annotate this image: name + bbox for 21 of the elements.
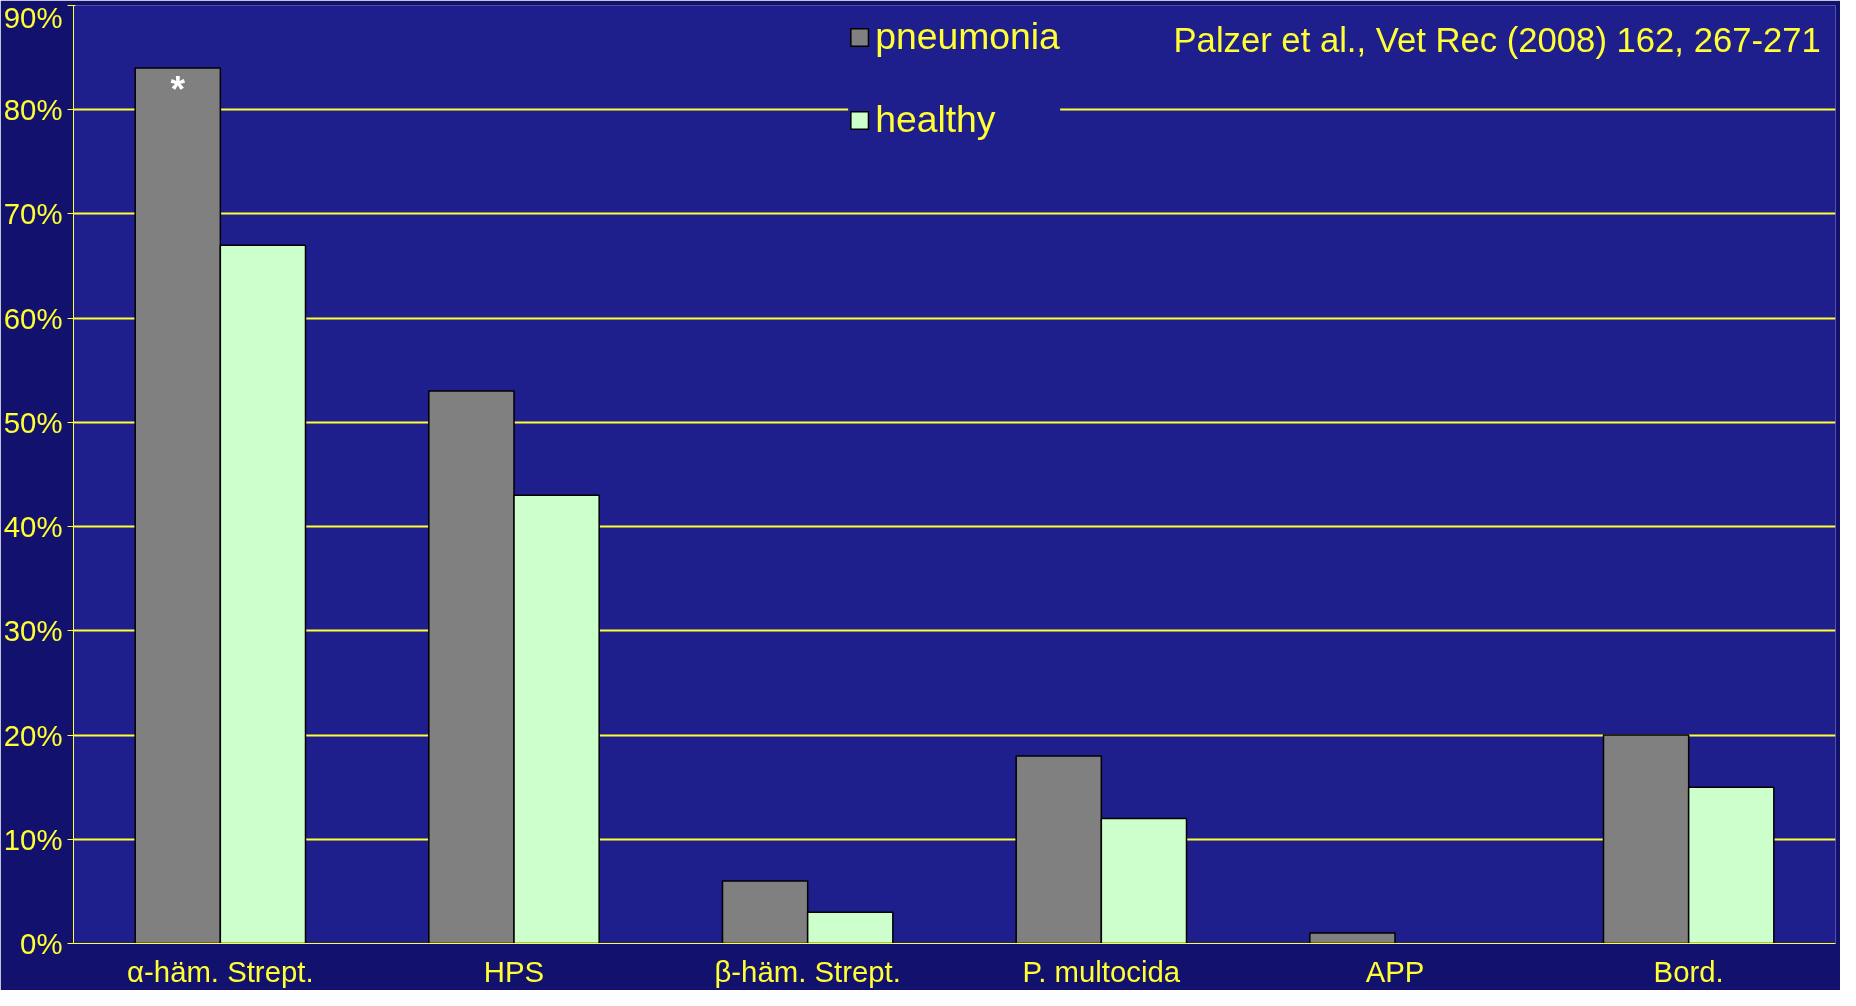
y-tick-label: 90% xyxy=(3,0,63,34)
x-tick-label: β-häm. Strept. xyxy=(714,954,901,988)
legend-label: pneumonia xyxy=(875,15,1060,58)
y-tick-label: 0% xyxy=(20,927,63,960)
y-tick-label: 10% xyxy=(3,822,63,856)
y-tick-label: 50% xyxy=(3,405,63,439)
x-tick-label: P. multocida xyxy=(1022,954,1181,988)
y-tick-label: 20% xyxy=(3,718,63,752)
annotation: * xyxy=(170,68,186,111)
annotation: Palzer et al., Vet Rec (2008) 162, 267-271 xyxy=(1173,21,1821,60)
x-tick-label: α-häm. Strept. xyxy=(127,954,314,988)
y-tick-label: 60% xyxy=(3,301,63,335)
y-tick-label: 40% xyxy=(3,510,63,544)
legend-label: healthy xyxy=(875,98,996,141)
x-tick-label: APP xyxy=(1365,954,1425,988)
y-tick-label: 70% xyxy=(3,197,63,231)
x-tick-label: HPS xyxy=(483,954,545,988)
x-tick-label: Bord. xyxy=(1653,954,1724,988)
bar xyxy=(1309,932,1396,944)
y-tick-label: 80% xyxy=(3,93,63,127)
y-tick-label: 30% xyxy=(3,614,63,648)
